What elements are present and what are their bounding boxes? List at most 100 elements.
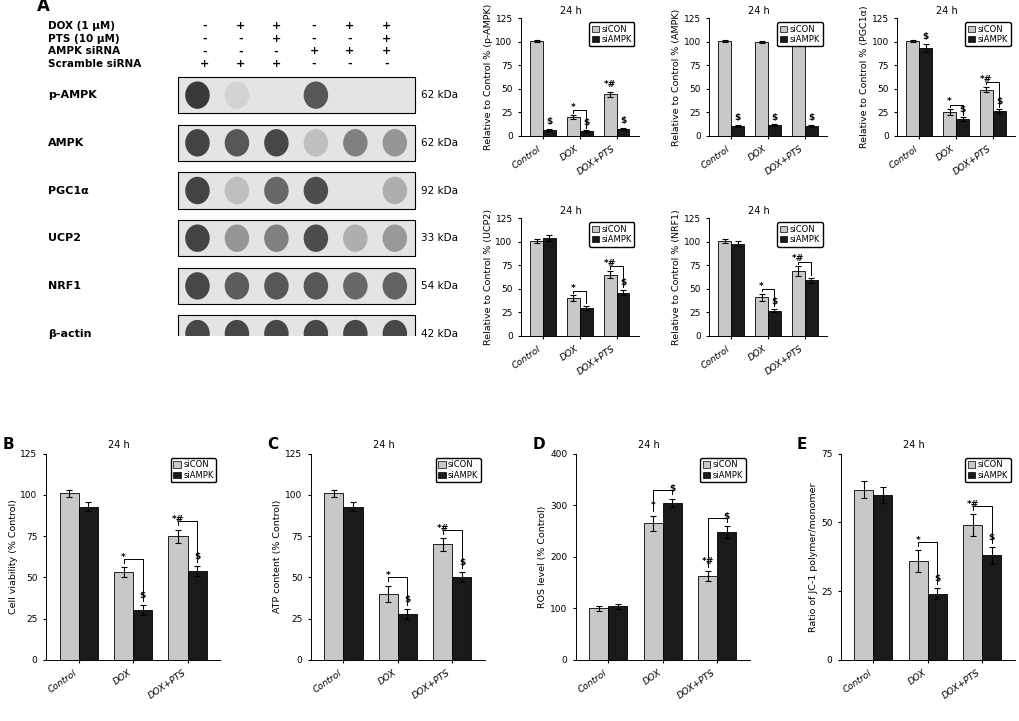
Text: -: - — [202, 46, 207, 56]
Bar — [804, 280, 817, 336]
Text: $: $ — [807, 113, 813, 123]
Ellipse shape — [304, 224, 328, 252]
Text: -: - — [237, 46, 243, 56]
Text: $: $ — [140, 591, 146, 600]
Bar — [607, 606, 627, 660]
Bar — [579, 308, 592, 336]
FancyBboxPatch shape — [177, 267, 414, 304]
Text: PTS (10 μM): PTS (10 μM) — [48, 34, 119, 44]
Bar — [716, 532, 736, 660]
Bar — [698, 576, 716, 660]
Bar — [324, 493, 343, 660]
Text: -: - — [384, 59, 388, 69]
Text: *#: *# — [603, 79, 615, 89]
Bar — [579, 131, 592, 136]
Text: -: - — [312, 59, 316, 69]
Bar — [962, 525, 981, 660]
Text: 92 kDa: 92 kDa — [421, 185, 458, 195]
Text: 24 h: 24 h — [638, 440, 659, 450]
Bar — [943, 112, 955, 136]
Text: $: $ — [194, 552, 200, 561]
Ellipse shape — [185, 177, 210, 204]
Bar — [589, 609, 607, 660]
Bar — [908, 561, 927, 660]
Bar — [114, 572, 132, 660]
Bar — [731, 126, 743, 136]
Text: $: $ — [734, 113, 740, 123]
Text: A: A — [37, 0, 50, 15]
Text: C: C — [267, 438, 278, 452]
Text: $: $ — [459, 558, 465, 567]
Legend: siCON, siAMPK: siCON, siAMPK — [170, 458, 216, 482]
Text: $: $ — [770, 112, 776, 122]
Text: *: * — [915, 536, 920, 545]
Text: 33 kDa: 33 kDa — [421, 233, 458, 243]
Ellipse shape — [264, 272, 288, 300]
Legend: siCON, siAMPK: siCON, siAMPK — [776, 22, 821, 46]
Ellipse shape — [224, 272, 249, 300]
Bar — [78, 507, 98, 660]
Bar — [452, 578, 471, 660]
Bar — [853, 490, 872, 660]
Ellipse shape — [264, 224, 288, 252]
Text: 62 kDa: 62 kDa — [421, 90, 458, 100]
FancyBboxPatch shape — [177, 315, 414, 352]
Ellipse shape — [342, 224, 367, 252]
Ellipse shape — [342, 272, 367, 300]
Text: $: $ — [546, 118, 552, 126]
Ellipse shape — [382, 272, 407, 300]
Text: $: $ — [996, 97, 1002, 107]
Bar — [991, 111, 1005, 136]
Bar — [132, 610, 152, 660]
Text: $: $ — [770, 297, 776, 306]
Text: AMPK: AMPK — [48, 138, 85, 148]
Text: -: - — [347, 34, 352, 44]
Text: $: $ — [922, 32, 928, 42]
Bar — [717, 241, 731, 336]
Text: B: B — [2, 438, 14, 452]
Y-axis label: Relative to Control % (PGC1α): Relative to Control % (PGC1α) — [859, 6, 868, 149]
Text: $: $ — [987, 533, 994, 542]
Text: $: $ — [933, 574, 940, 583]
Text: -: - — [202, 34, 207, 44]
Bar — [343, 507, 362, 660]
Bar — [717, 40, 731, 136]
Legend: siCON, siAMPK: siCON, siAMPK — [700, 458, 745, 482]
Text: *: * — [650, 501, 655, 510]
Text: 24 h: 24 h — [747, 6, 768, 16]
Text: β-actin: β-actin — [48, 329, 92, 339]
Ellipse shape — [382, 129, 407, 156]
Text: +: + — [344, 21, 354, 31]
Text: *: * — [758, 282, 763, 291]
Text: +: + — [271, 59, 280, 69]
Text: *: * — [571, 283, 575, 293]
Ellipse shape — [382, 320, 407, 348]
Text: $: $ — [620, 116, 626, 125]
Y-axis label: Relative to Control % (NRF1): Relative to Control % (NRF1) — [672, 209, 680, 345]
Ellipse shape — [185, 81, 210, 109]
Bar — [979, 89, 991, 136]
Bar — [168, 536, 187, 660]
Ellipse shape — [224, 81, 249, 109]
Text: $: $ — [404, 595, 411, 603]
Ellipse shape — [224, 177, 249, 204]
FancyBboxPatch shape — [177, 172, 414, 209]
Text: -: - — [273, 46, 278, 56]
Bar — [567, 298, 579, 336]
Text: +: + — [381, 46, 390, 56]
FancyBboxPatch shape — [177, 220, 414, 257]
Bar — [791, 43, 804, 136]
Y-axis label: Relative to Control % (AMPK): Relative to Control % (AMPK) — [672, 8, 680, 146]
Text: $: $ — [959, 105, 965, 114]
Text: *: * — [947, 97, 951, 107]
Text: *#: *# — [979, 75, 991, 84]
Bar — [530, 241, 542, 336]
Legend: siCON, siAMPK: siCON, siAMPK — [776, 222, 821, 247]
FancyBboxPatch shape — [177, 77, 414, 113]
Ellipse shape — [185, 224, 210, 252]
Text: Scramble siRNA: Scramble siRNA — [48, 59, 142, 69]
Text: 24 h: 24 h — [108, 440, 129, 450]
Legend: siCON, siAMPK: siCON, siAMPK — [964, 22, 1010, 46]
Ellipse shape — [304, 272, 328, 300]
Bar — [767, 125, 780, 136]
